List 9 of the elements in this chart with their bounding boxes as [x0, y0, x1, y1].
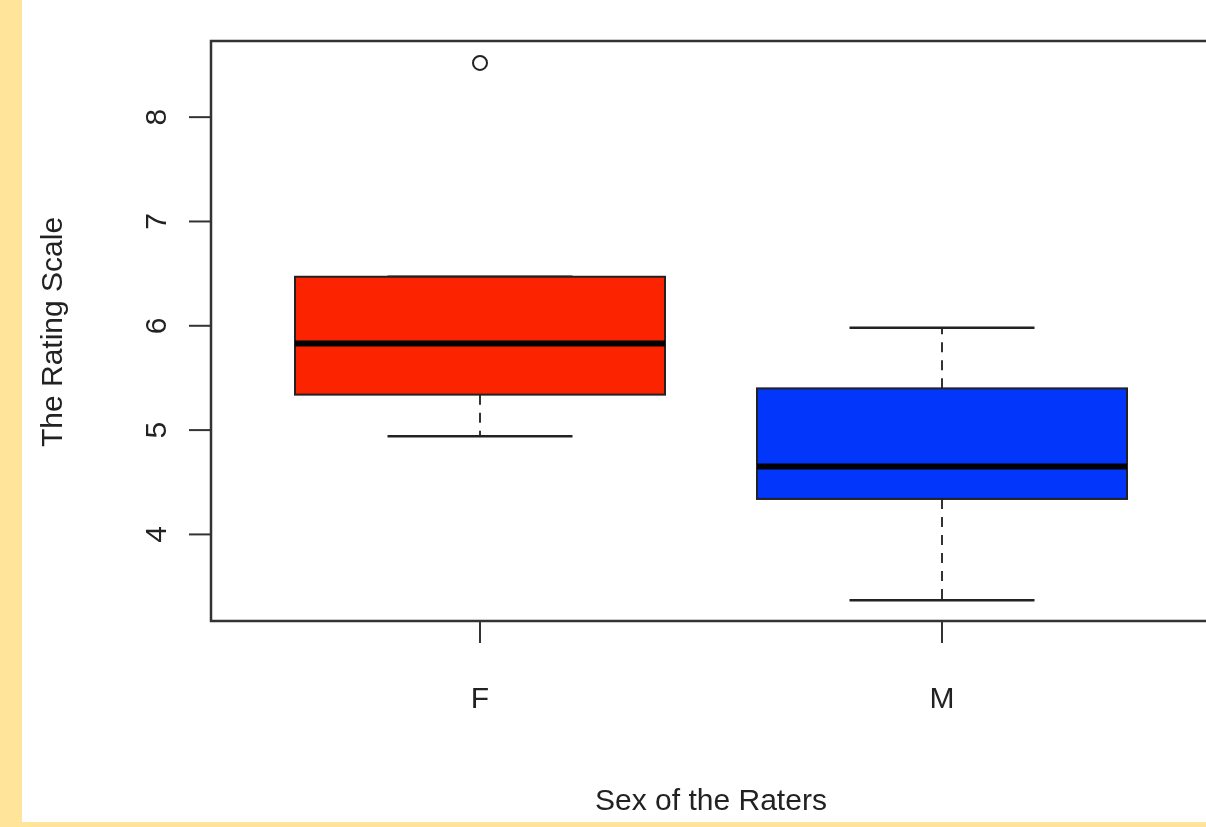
- y-tick-label: 4: [138, 526, 172, 543]
- x-axis-title: Sex of the Raters: [595, 782, 827, 816]
- y-axis-title: The Rating Scale: [34, 216, 68, 448]
- y-tick-label: 8: [138, 108, 172, 126]
- y-tick-label: 5: [138, 421, 172, 439]
- y-tick-label: 7: [138, 213, 172, 230]
- x-tick-label: M: [929, 680, 955, 714]
- x-tick-label: F: [470, 680, 490, 714]
- y-tick-label: 6: [138, 317, 172, 335]
